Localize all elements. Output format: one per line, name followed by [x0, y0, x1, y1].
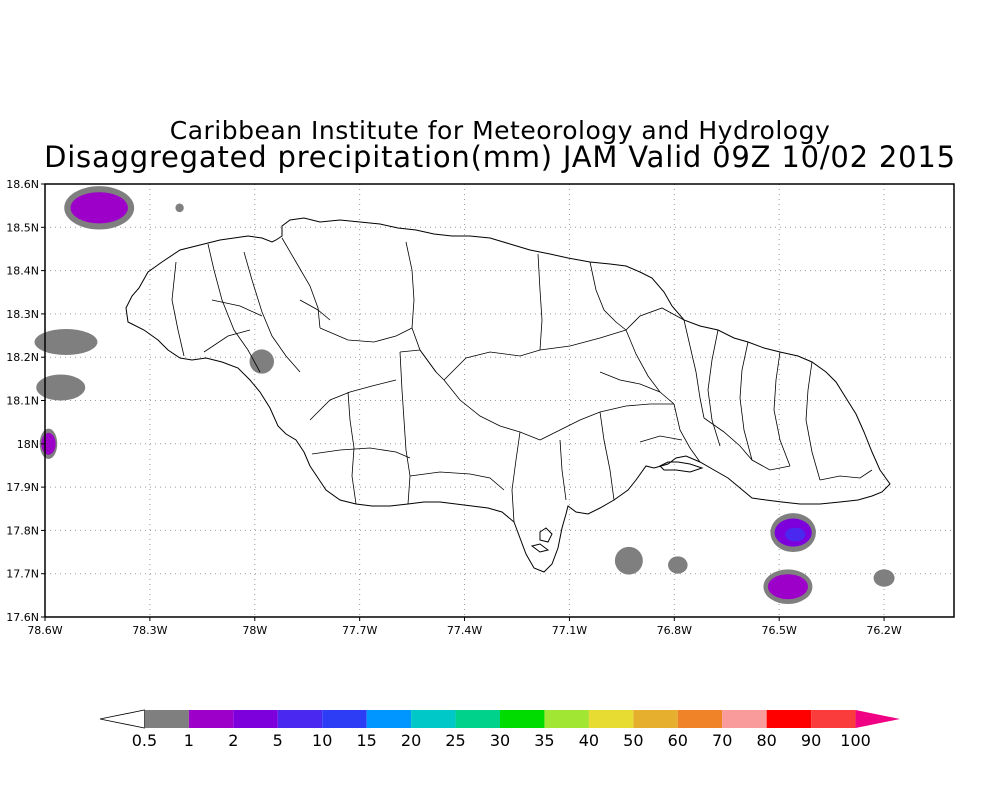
lat-tick-label: 18.3N	[6, 308, 39, 321]
legend-label: 35	[534, 731, 554, 750]
precip-cell-peak	[785, 528, 805, 542]
precip-cell	[668, 556, 688, 573]
precip-cell-outer	[250, 349, 274, 373]
legend-label: 100	[840, 731, 871, 750]
lon-tick-label: 77.4W	[447, 624, 482, 637]
kingston-harbour	[660, 462, 702, 472]
precipitation-map: 18.6N 18.5N 18.4N 18.3N 18.2N 18.1N 18N 17.9N 17…	[0, 0, 1000, 680]
legend-swatch-max-arrow	[856, 710, 900, 728]
precip-cell-core	[768, 574, 808, 599]
legend-swatch	[233, 710, 277, 728]
legend-swatch	[411, 710, 455, 728]
precip-cell	[874, 569, 895, 586]
legend-label: 2	[228, 731, 238, 750]
legend-label: 15	[356, 731, 376, 750]
map-border	[45, 184, 954, 617]
legend-swatch	[189, 710, 233, 728]
legend-swatch	[811, 710, 855, 728]
lon-tick-label: 76.8W	[657, 624, 692, 637]
legend-label: 90	[801, 731, 821, 750]
precip-cell	[36, 375, 85, 401]
legend-swatch	[500, 710, 544, 728]
legend-swatch	[322, 710, 366, 728]
legend-label: 0.5	[132, 731, 157, 750]
lat-tick-label: 18.2N	[6, 351, 39, 364]
map-frame	[45, 184, 954, 617]
legend-swatch	[767, 710, 811, 728]
legend-label: 10	[312, 731, 332, 750]
lon-tick-label: 78.3W	[132, 624, 167, 637]
precip-cell	[35, 329, 98, 355]
legend-label: 80	[756, 731, 776, 750]
precip-cell-outer	[175, 203, 183, 212]
lon-tick-label: 78W	[242, 624, 267, 637]
lon-tick-label: 78.6W	[27, 624, 62, 637]
precip-cell	[763, 569, 812, 604]
legend-swatch	[678, 710, 722, 728]
lon-tick-label: 77.7W	[342, 624, 377, 637]
legend-label: 1	[184, 731, 194, 750]
legend-label: 70	[712, 731, 732, 750]
legend-swatch	[456, 710, 500, 728]
precip-cell-outer	[35, 329, 98, 355]
precip-cell	[64, 186, 134, 229]
precip-cell-outer	[874, 569, 895, 586]
map-axes: 18.6N 18.5N 18.4N 18.3N 18.2N 18.1N 18N 17.9N 17…	[6, 178, 902, 637]
lat-tick-label: 17.8N	[6, 524, 39, 537]
precip-cell-outer	[615, 547, 643, 575]
legend-label: 20	[401, 731, 421, 750]
legend-label: 60	[668, 731, 688, 750]
lat-tick-label: 17.7N	[6, 568, 39, 581]
legend-swatch	[544, 710, 588, 728]
legend-swatch	[633, 710, 677, 728]
portland-bight-islands	[532, 528, 552, 552]
lon-tick-label: 76.2W	[866, 624, 901, 637]
lat-tick-label: 17.9N	[6, 481, 39, 494]
lon-tick-label: 76.5W	[762, 624, 797, 637]
legend-label: 5	[273, 731, 283, 750]
lat-tick-label: 18.5N	[6, 221, 39, 234]
parish-boundaries	[172, 238, 872, 522]
precip-cell	[175, 203, 183, 212]
legend-swatch	[278, 710, 322, 728]
legend-label: 30	[490, 731, 510, 750]
lat-tick-label: 18.6N	[6, 178, 39, 191]
lat-tick-label: 18.1N	[6, 395, 39, 408]
grid-lines	[45, 184, 954, 617]
precipitation-cells	[35, 186, 895, 604]
legend-swatch	[722, 710, 766, 728]
lat-tick-label: 18N	[17, 438, 39, 451]
precip-cell-outer	[36, 375, 85, 401]
legend-swatch	[367, 710, 411, 728]
lat-tick-label: 18.4N	[6, 265, 39, 278]
legend-label: 40	[579, 731, 599, 750]
lon-tick-label: 77.1W	[552, 624, 587, 637]
legend-swatch	[589, 710, 633, 728]
lat-tick-label: 17.6N	[6, 611, 39, 624]
precip-cell	[770, 513, 815, 552]
legend-swatch	[144, 710, 188, 728]
legend-swatch-min-arrow	[100, 710, 144, 728]
legend-label: 50	[623, 731, 643, 750]
legend-label: 25	[445, 731, 465, 750]
precip-cell-core	[71, 192, 128, 223]
precip-cell	[615, 547, 643, 575]
legend-swatches	[100, 710, 900, 728]
precip-cell	[250, 349, 274, 373]
precip-cell-outer	[668, 556, 688, 573]
legend-labels: 0.5 1 2 5 10 15 20 25 30 35 40 50 60 70 80 90 100	[132, 731, 871, 750]
color-legend: 0.5 1 2 5 10 15 20 25 30 35 40 50 60 70 80 90 100	[0, 700, 1000, 760]
